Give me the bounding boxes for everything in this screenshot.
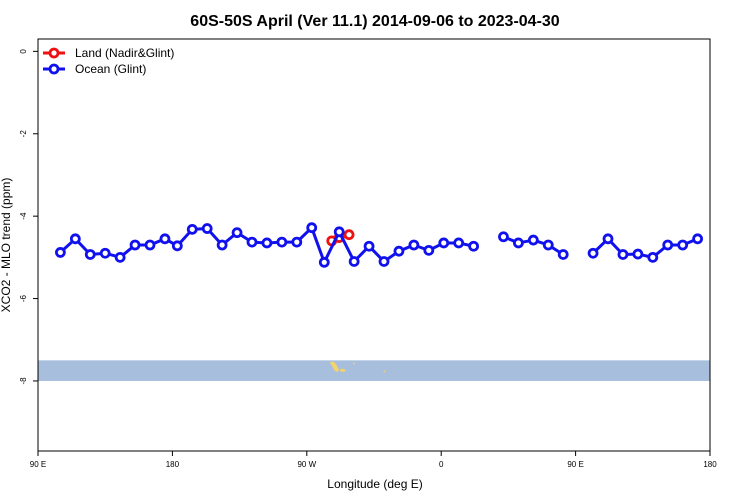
data-point xyxy=(617,249,629,260)
data-point xyxy=(114,251,126,263)
x-tick-label: 180 xyxy=(166,460,180,469)
data-point xyxy=(216,239,228,251)
data-point xyxy=(69,233,81,245)
y-tick-label: -4 xyxy=(19,212,28,220)
map-land-dot xyxy=(352,362,355,365)
plot-frame xyxy=(37,38,711,452)
data-point xyxy=(186,223,198,235)
legend-label: Land (Nadir&Glint) xyxy=(75,46,174,60)
x-tick-label: 90 E xyxy=(567,460,583,469)
legend-label: Ocean (Glint) xyxy=(75,62,146,76)
data-point xyxy=(692,233,704,245)
data-point xyxy=(423,244,435,256)
y-tick-label: -6 xyxy=(19,294,28,302)
data-point xyxy=(261,237,273,249)
map-land-islands xyxy=(339,368,346,372)
data-point xyxy=(513,237,524,249)
data-point xyxy=(246,236,258,248)
data-point xyxy=(201,223,213,234)
map-ocean xyxy=(38,360,710,381)
legend-swatch-marker xyxy=(48,47,60,59)
legend-swatch-marker xyxy=(48,63,60,75)
data-point xyxy=(318,256,330,268)
plot-series xyxy=(55,222,704,268)
data-point xyxy=(159,233,171,245)
data-point xyxy=(343,229,355,241)
data-point xyxy=(55,247,66,258)
data-point xyxy=(393,245,405,257)
y-tick-label: -2 xyxy=(19,130,28,138)
map-land-dot xyxy=(383,370,386,373)
data-point xyxy=(306,222,318,234)
x-tick-label: 180 xyxy=(703,460,717,469)
data-point xyxy=(468,240,480,252)
data-point xyxy=(291,236,303,248)
data-point xyxy=(527,234,539,246)
chart-title: 60S-50S April (Ver 11.1) 2014-09-06 to 2… xyxy=(190,13,560,30)
data-point xyxy=(602,233,614,245)
axes: 90 E 180 90 W 0 90 E 180 0 -2 -4 -6 -8 xyxy=(19,49,717,469)
data-point xyxy=(231,227,243,239)
data-point xyxy=(438,237,450,249)
data-point xyxy=(84,249,96,260)
data-point xyxy=(171,240,183,252)
data-point xyxy=(542,239,554,251)
x-tick-label: 0 xyxy=(439,460,444,469)
legend: Land (Nadir&Glint) Ocean (Glint) xyxy=(43,46,174,76)
data-point xyxy=(632,248,644,260)
y-tick-label: 0 xyxy=(19,49,28,54)
map-strip xyxy=(38,360,710,381)
data-point xyxy=(498,231,509,243)
data-point xyxy=(144,239,156,251)
data-point xyxy=(557,249,569,260)
data-point xyxy=(408,239,420,251)
data-point xyxy=(662,239,674,251)
data-point xyxy=(99,247,111,259)
series-1 xyxy=(55,222,704,268)
x-tick-label: 90 W xyxy=(297,460,316,469)
x-tick-label: 90 E xyxy=(30,460,46,469)
y-axis-label: XCO2 - MLO trend (ppm) xyxy=(0,178,13,313)
data-point xyxy=(129,239,141,251)
data-point xyxy=(276,236,288,248)
data-point xyxy=(333,226,345,238)
data-point xyxy=(363,240,375,252)
map-land-tierra-del-fuego xyxy=(329,361,339,373)
data-point xyxy=(587,247,599,259)
data-point xyxy=(348,256,360,267)
data-point xyxy=(378,256,390,267)
data-point xyxy=(647,251,659,263)
data-point xyxy=(453,237,465,249)
x-axis-label: Longitude (deg E) xyxy=(327,477,422,491)
data-point xyxy=(677,239,689,251)
y-tick-label: -8 xyxy=(19,377,28,385)
